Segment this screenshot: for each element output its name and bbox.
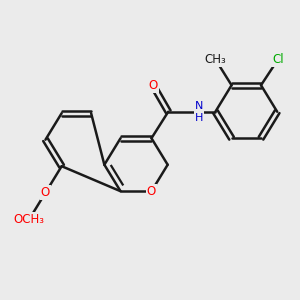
Text: N
H: N H [195,101,203,122]
Text: O: O [148,79,158,92]
Text: CH₃: CH₃ [205,53,226,66]
Text: Cl: Cl [272,53,284,66]
Text: OCH₃: OCH₃ [14,213,45,226]
Text: O: O [41,186,50,199]
Text: O: O [147,185,156,198]
